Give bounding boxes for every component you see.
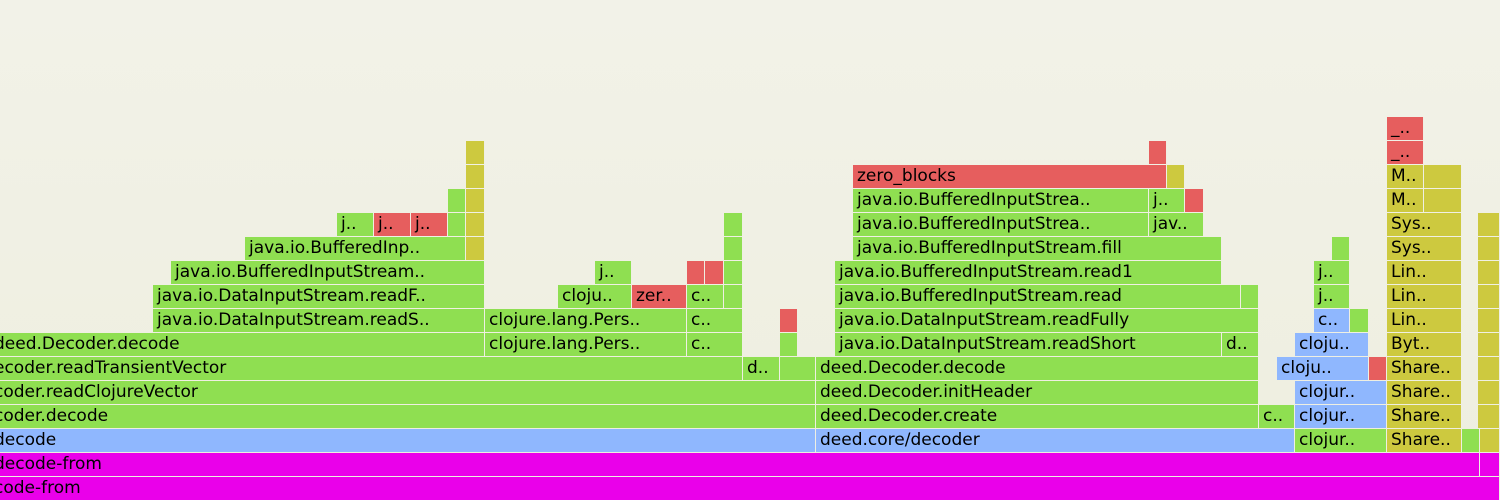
flame-frame[interactable] xyxy=(466,237,485,260)
flame-frame[interactable]: java.io.BufferedInp.. xyxy=(245,237,466,260)
flame-frame[interactable]: java.io.BufferedInputStream.. xyxy=(171,261,485,284)
flame-frame[interactable] xyxy=(724,261,743,284)
flame-frame[interactable]: cloju.. xyxy=(1277,357,1369,380)
flame-frame[interactable]: c.. xyxy=(687,333,743,356)
flame-frame[interactable]: Sys.. xyxy=(1387,213,1462,236)
flame-frame[interactable]: Byt.. xyxy=(1387,333,1462,356)
flame-frame[interactable]: c.. xyxy=(1259,405,1295,428)
flame-frame[interactable] xyxy=(1241,285,1259,308)
flame-frame[interactable]: java.io.DataInputStream.readShort xyxy=(835,333,1222,356)
flame-frame[interactable]: c.. xyxy=(687,285,724,308)
flame-frame[interactable]: j.. xyxy=(1314,285,1350,308)
flame-frame[interactable]: Share.. xyxy=(1387,405,1462,428)
flame-frame[interactable]: clojure.lang.Pers.. xyxy=(485,333,687,356)
flame-frame[interactable] xyxy=(1332,237,1350,260)
flame-frame[interactable]: java.io.BufferedInputStrea.. xyxy=(853,213,1149,236)
flame-frame[interactable]: Lin.. xyxy=(1387,309,1462,332)
flame-frame[interactable] xyxy=(1478,357,1500,380)
flame-frame[interactable] xyxy=(1462,429,1480,452)
flame-frame[interactable] xyxy=(1424,189,1462,212)
flame-frame[interactable] xyxy=(724,237,743,260)
flame-frame[interactable]: decode-from xyxy=(0,453,1480,476)
flame-frame[interactable] xyxy=(724,213,743,236)
flame-frame[interactable]: java.io.DataInputStream.readF.. xyxy=(153,285,485,308)
flame-frame[interactable]: java.io.BufferedInputStrea.. xyxy=(853,189,1149,212)
flame-frame[interactable]: d.. xyxy=(1222,333,1259,356)
flame-frame[interactable] xyxy=(1480,453,1500,476)
flame-frame[interactable] xyxy=(705,261,724,284)
flame-frame[interactable] xyxy=(1478,285,1500,308)
flame-frame[interactable] xyxy=(1149,141,1167,164)
flame-frame[interactable] xyxy=(780,309,798,332)
flame-frame[interactable]: _.. xyxy=(1387,117,1424,140)
flame-frame[interactable]: deed.core/decoder xyxy=(816,429,1295,452)
flame-frame[interactable] xyxy=(466,165,485,188)
flame-frame[interactable]: j.. xyxy=(1149,189,1185,212)
flame-frame[interactable] xyxy=(448,189,466,212)
flame-frame[interactable] xyxy=(1478,261,1500,284)
flame-frame[interactable] xyxy=(1185,189,1204,212)
flame-frame[interactable]: j.. xyxy=(595,261,632,284)
flame-frame[interactable]: deed.Decoder.create xyxy=(816,405,1259,428)
flame-frame[interactable]: d.. xyxy=(743,357,780,380)
flame-frame[interactable]: cloju.. xyxy=(558,285,632,308)
flame-frame[interactable]: j.. xyxy=(1314,261,1350,284)
flame-frame[interactable]: Lin.. xyxy=(1387,285,1462,308)
flame-frame[interactable]: Share.. xyxy=(1387,381,1462,404)
flame-frame[interactable] xyxy=(466,213,485,236)
flame-frame[interactable]: code-from xyxy=(0,477,1500,500)
flame-frame[interactable]: java.io.BufferedInputStream.read xyxy=(835,285,1241,308)
flame-frame[interactable] xyxy=(1424,165,1462,188)
flame-frame[interactable]: coder.readClojureVector xyxy=(0,381,816,404)
flame-frame[interactable] xyxy=(1478,381,1500,404)
flame-frame[interactable]: java.io.DataInputStream.readS.. xyxy=(153,309,485,332)
flame-frame[interactable] xyxy=(1478,237,1500,260)
flame-frame[interactable]: clojur.. xyxy=(1295,429,1387,452)
flame-frame[interactable]: java.io.DataInputStream.readFully xyxy=(835,309,1259,332)
flame-frame[interactable]: _.. xyxy=(1387,141,1424,164)
flame-frame[interactable] xyxy=(1369,357,1387,380)
flame-frame[interactable]: Sys.. xyxy=(1387,237,1462,260)
flame-frame[interactable]: M.. xyxy=(1387,189,1424,212)
flame-frame[interactable]: M.. xyxy=(1387,165,1424,188)
flame-frame[interactable]: Share.. xyxy=(1387,429,1462,452)
flame-frame[interactable] xyxy=(1167,165,1185,188)
flame-frame[interactable]: clojur.. xyxy=(1295,405,1387,428)
flame-frame[interactable] xyxy=(687,261,705,284)
flame-frame[interactable]: deed.Decoder.decode xyxy=(0,333,485,356)
flame-frame[interactable]: coder.decode xyxy=(0,405,816,428)
flame-frame[interactable]: jav.. xyxy=(1149,213,1204,236)
flame-frame[interactable] xyxy=(1478,405,1500,428)
flame-frame[interactable]: clojur.. xyxy=(1295,381,1387,404)
flame-frame[interactable]: decode xyxy=(0,429,816,452)
flame-frame[interactable]: cloju.. xyxy=(1295,333,1369,356)
flame-frame[interactable] xyxy=(448,213,466,236)
flame-frame[interactable] xyxy=(466,189,485,212)
flame-frame[interactable] xyxy=(780,357,816,380)
flame-frame[interactable]: j.. xyxy=(337,213,374,236)
flame-frame[interactable] xyxy=(466,141,485,164)
flame-frame[interactable]: j.. xyxy=(374,213,411,236)
flame-frame[interactable]: c.. xyxy=(687,309,743,332)
flame-frame[interactable]: zero_blocks xyxy=(853,165,1167,188)
flame-frame[interactable]: java.io.BufferedInputStream.fill xyxy=(853,237,1222,260)
flame-frame[interactable]: j.. xyxy=(411,213,448,236)
flame-frame[interactable]: ecoder.readTransientVector xyxy=(0,357,743,380)
flame-frame[interactable] xyxy=(780,333,798,356)
flame-frame[interactable]: Lin.. xyxy=(1387,261,1462,284)
flame-frame[interactable]: java.io.BufferedInputStream.read1 xyxy=(835,261,1222,284)
flame-frame[interactable] xyxy=(1478,309,1500,332)
flame-frame[interactable] xyxy=(724,285,743,308)
flame-frame[interactable] xyxy=(1350,309,1369,332)
flame-frame[interactable]: zer.. xyxy=(632,285,687,308)
flame-frame[interactable]: c.. xyxy=(1314,309,1350,332)
flame-frame[interactable]: clojure.lang.Pers.. xyxy=(485,309,687,332)
flame-frame[interactable] xyxy=(1478,213,1500,236)
flame-frame[interactable] xyxy=(1478,333,1500,356)
flame-frame[interactable]: deed.Decoder.initHeader xyxy=(816,381,1259,404)
flame-frame[interactable]: Share.. xyxy=(1387,357,1462,380)
flame-frame[interactable] xyxy=(1480,429,1500,452)
flame-frame[interactable]: deed.Decoder.decode xyxy=(816,357,1259,380)
